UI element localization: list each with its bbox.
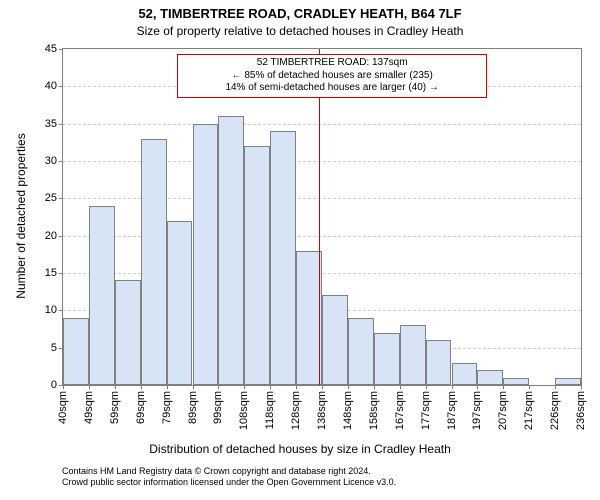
footer-line: Crowd public sector information licensed…: [62, 477, 396, 488]
x-tick-label: 148sqm: [342, 385, 354, 430]
x-tick-label: 108sqm: [238, 385, 250, 430]
histogram-bar: [141, 139, 167, 385]
x-tick-label: 138sqm: [316, 385, 328, 430]
x-tick-label: 59sqm: [109, 385, 121, 424]
y-axis-label: Number of detached properties: [14, 48, 28, 384]
y-tick-mark: [59, 49, 63, 50]
histogram-bar: [296, 251, 322, 385]
x-tick-label: 167sqm: [394, 385, 406, 430]
histogram-bar: [555, 378, 581, 385]
histogram-bar: [63, 318, 89, 385]
annotation-line: 14% of semi-detached houses are larger (…: [182, 82, 482, 95]
footer-line: Contains HM Land Registry data © Crown c…: [62, 466, 396, 477]
histogram-bar: [426, 340, 452, 385]
x-tick-label: 49sqm: [83, 385, 95, 424]
x-tick-label: 69sqm: [135, 385, 147, 424]
annotation-line: ← 85% of detached houses are smaller (23…: [182, 70, 482, 83]
title-sub: Size of property relative to detached ho…: [0, 24, 600, 38]
histogram-bar: [348, 318, 374, 385]
x-tick-label: 207sqm: [497, 385, 509, 430]
x-tick-label: 158sqm: [368, 385, 380, 430]
histogram-bar: [503, 378, 529, 385]
x-tick-label: 217sqm: [523, 385, 535, 430]
chart-area: 05101520253035404540sqm49sqm59sqm69sqm79…: [62, 48, 582, 386]
x-tick-label: 187sqm: [446, 385, 458, 430]
histogram-bar: [400, 325, 426, 385]
gridline: [63, 124, 581, 125]
annotation-box: 52 TIMBERTREE ROAD: 137sqm← 85% of detac…: [177, 54, 487, 98]
title-main: 52, TIMBERTREE ROAD, CRADLEY HEATH, B64 …: [0, 6, 600, 21]
footer-attribution: Contains HM Land Registry data © Crown c…: [62, 466, 396, 488]
x-tick-label: 89sqm: [187, 385, 199, 424]
histogram-bar: [452, 363, 478, 385]
x-tick-label: 226sqm: [549, 385, 561, 430]
x-tick-label: 177sqm: [420, 385, 432, 430]
x-axis-label: Distribution of detached houses by size …: [0, 442, 600, 456]
histogram-bar: [374, 333, 400, 385]
x-tick-label: 197sqm: [471, 385, 483, 430]
x-tick-label: 99sqm: [212, 385, 224, 424]
x-tick-label: 118sqm: [264, 385, 276, 429]
histogram-bar: [322, 295, 348, 385]
chart-container: 52, TIMBERTREE ROAD, CRADLEY HEATH, B64 …: [0, 0, 600, 500]
histogram-bar: [270, 131, 296, 385]
x-tick-label: 79sqm: [161, 385, 173, 424]
histogram-bar: [89, 206, 115, 385]
histogram-bar: [477, 370, 503, 385]
histogram-bar: [193, 124, 219, 385]
x-tick-label: 128sqm: [290, 385, 302, 430]
histogram-bar: [218, 116, 244, 385]
histogram-bar: [244, 146, 270, 385]
property-marker-line: [319, 49, 320, 385]
x-tick-label: 40sqm: [57, 385, 69, 424]
histogram-bar: [167, 221, 193, 385]
annotation-line: 52 TIMBERTREE ROAD: 137sqm: [182, 57, 482, 70]
x-tick-label: 236sqm: [575, 385, 587, 430]
histogram-bar: [115, 280, 141, 385]
